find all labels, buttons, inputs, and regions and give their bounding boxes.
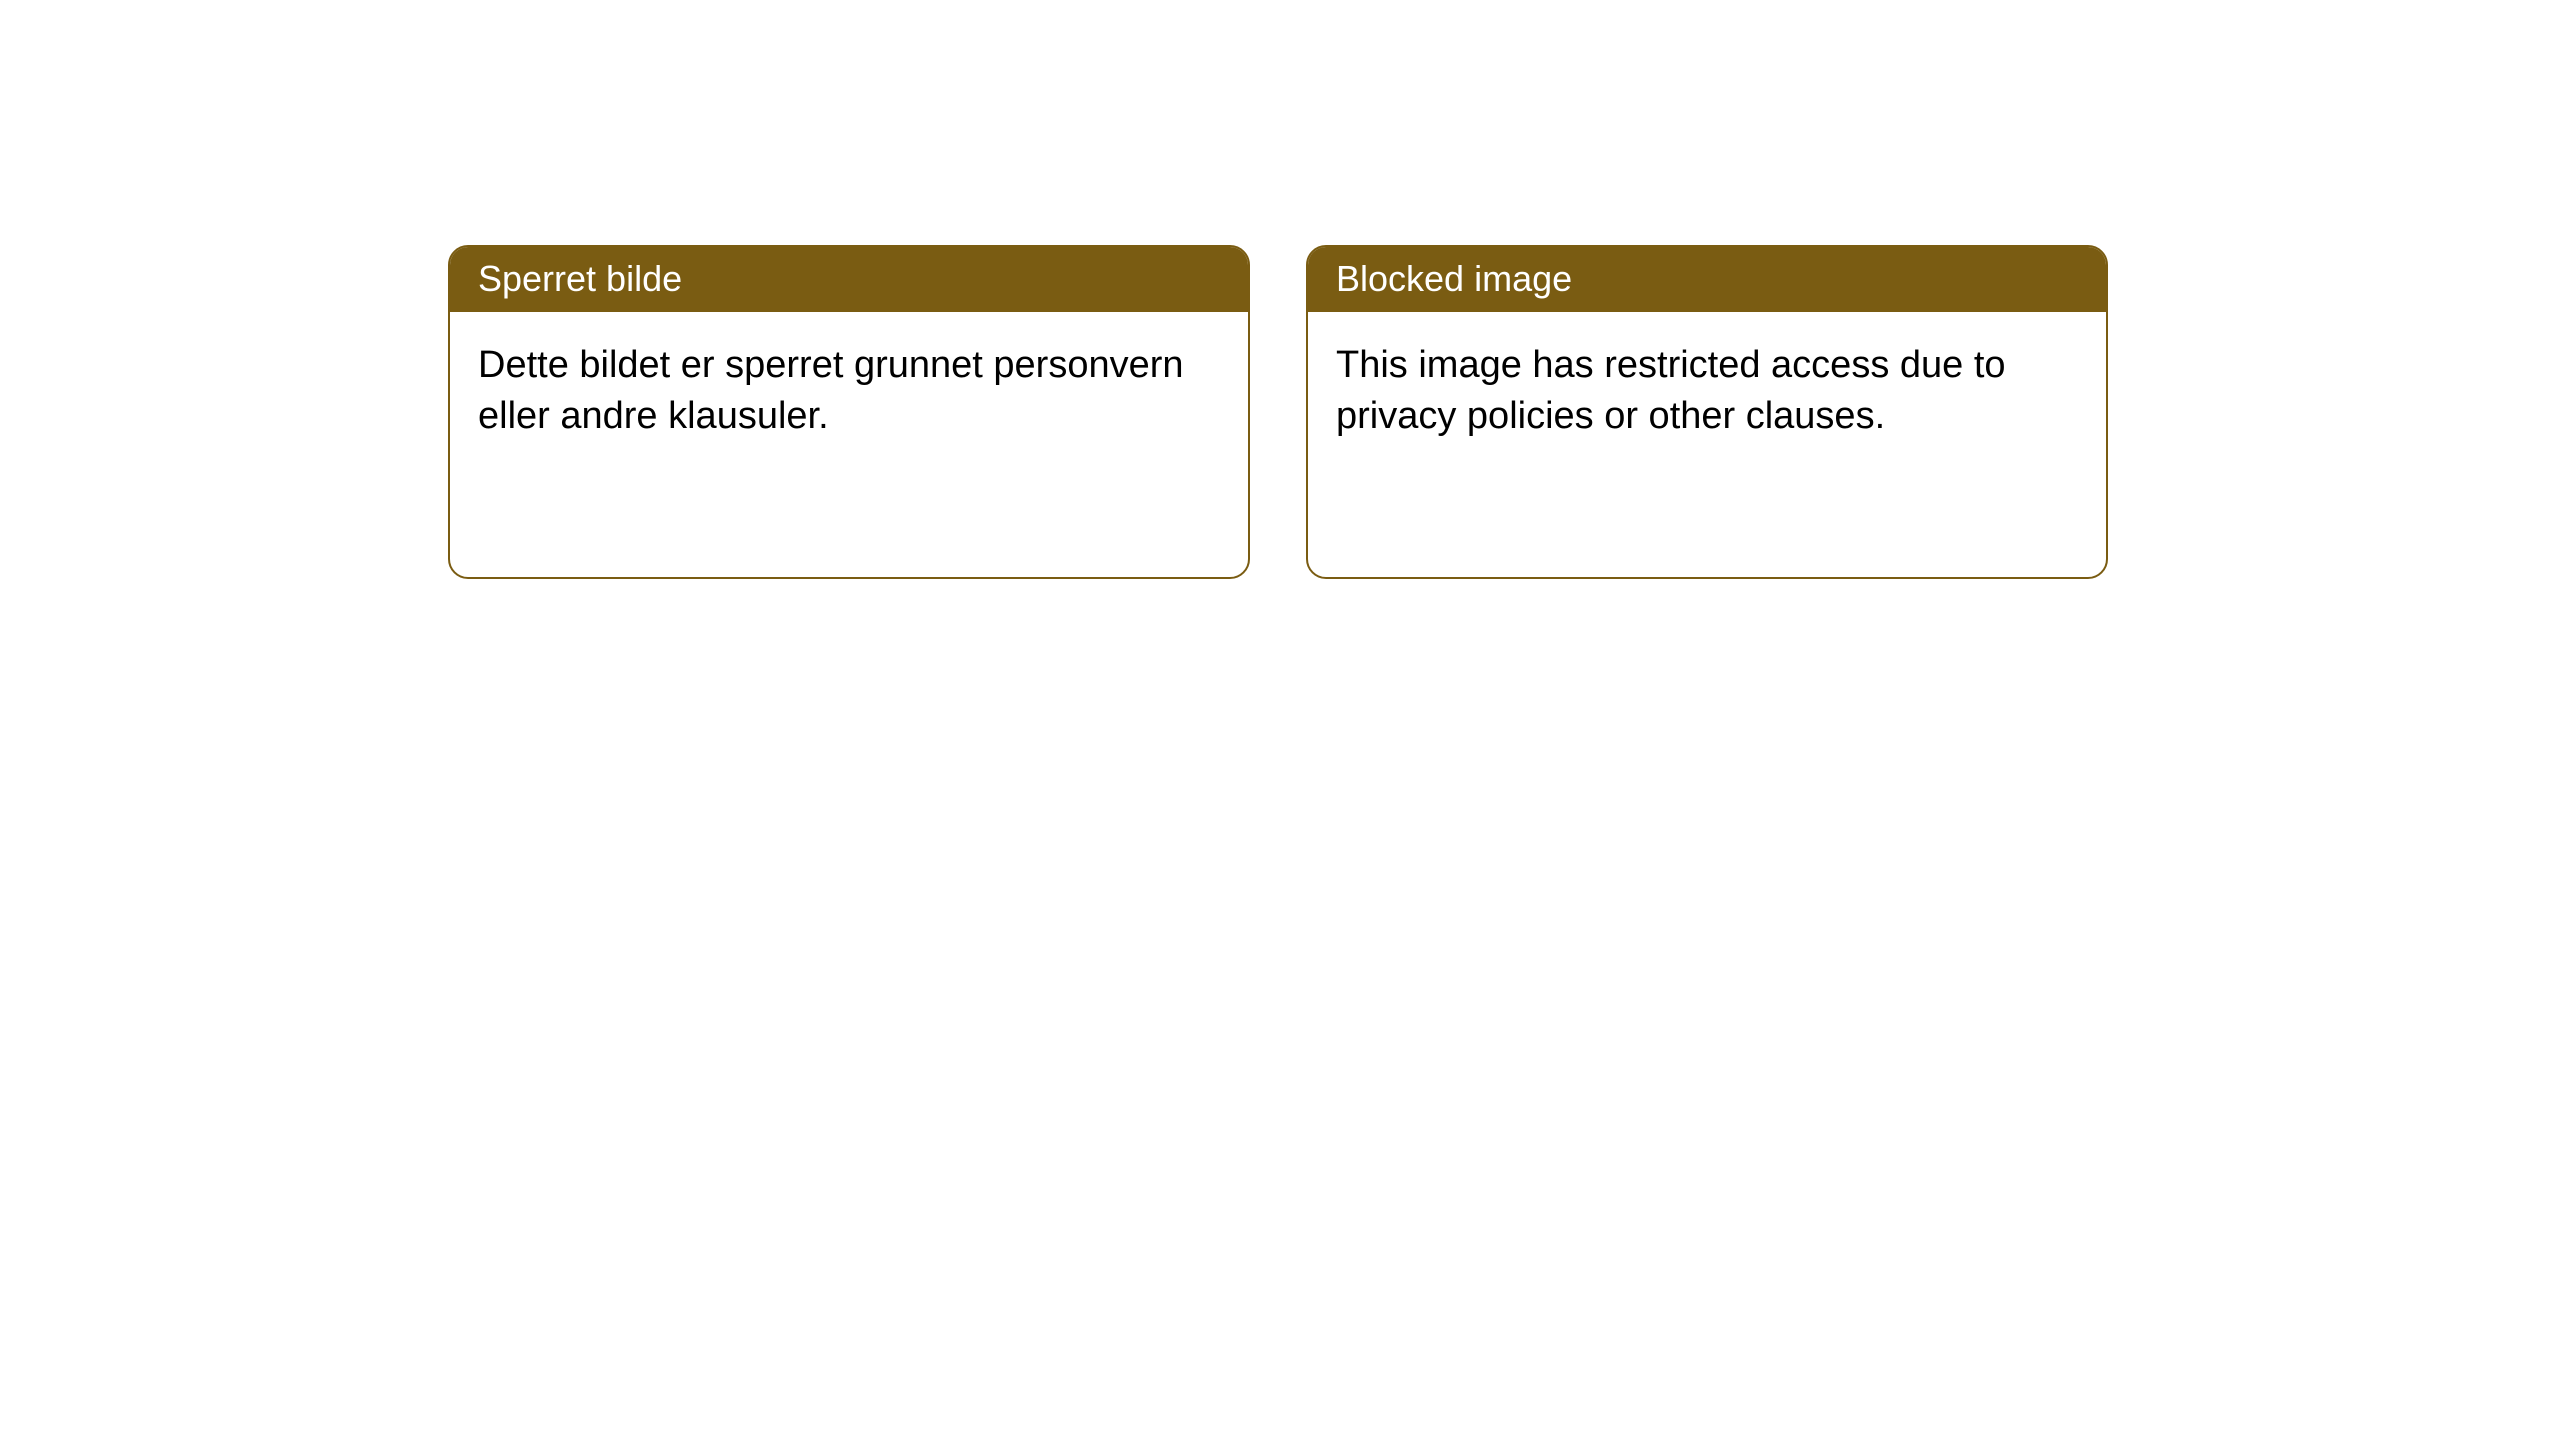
- notice-card-body-no: Dette bildet er sperret grunnet personve…: [450, 312, 1248, 443]
- notice-cards-container: Sperret bilde Dette bildet er sperret gr…: [448, 245, 2108, 579]
- notice-card-en: Blocked image This image has restricted …: [1306, 245, 2108, 579]
- notice-card-title-no: Sperret bilde: [450, 247, 1248, 312]
- notice-card-body-en: This image has restricted access due to …: [1308, 312, 2106, 443]
- notice-card-no: Sperret bilde Dette bildet er sperret gr…: [448, 245, 1250, 579]
- notice-card-title-en: Blocked image: [1308, 247, 2106, 312]
